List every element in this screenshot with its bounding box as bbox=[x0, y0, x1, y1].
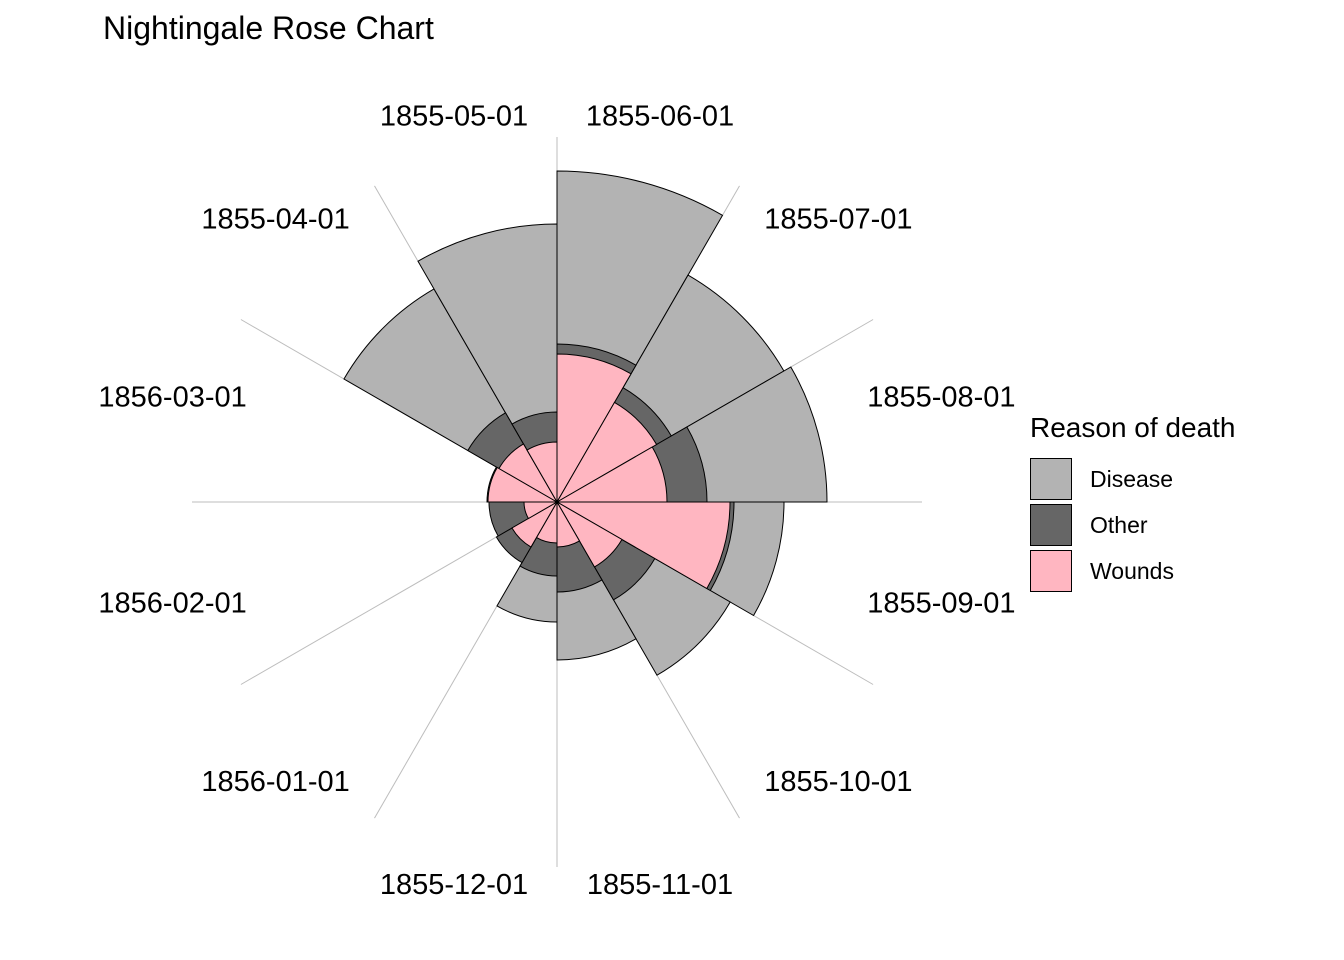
month-label-1856-03-01: 1856-03-01 bbox=[98, 382, 246, 414]
month-label-1855-12-01: 1855-12-01 bbox=[380, 869, 528, 901]
wedge-wounds-1855-06-01 bbox=[556, 353, 632, 504]
month-label-1855-04-01: 1855-04-01 bbox=[201, 203, 349, 235]
month-labels: 1855-06-01 1855-07-01 1855-08-01 1855-09-01… bbox=[98, 100, 1015, 901]
legend-label-disease: Disease bbox=[1090, 465, 1174, 492]
legend-swatch-wounds bbox=[1030, 550, 1072, 592]
month-label-1856-02-01: 1856-02-01 bbox=[98, 588, 246, 620]
legend-label-wounds: Wounds bbox=[1090, 557, 1174, 584]
legend-item-disease: Disease bbox=[1030, 456, 1236, 502]
chart-title: Nightingale Rose Chart bbox=[103, 10, 434, 46]
wedge-wounds-1855-10-01 bbox=[555, 500, 623, 568]
month-label-1855-10-01: 1855-10-01 bbox=[764, 766, 912, 798]
month-label-1855-08-01: 1855-08-01 bbox=[867, 382, 1015, 414]
wedge-wounds-1855-09-01 bbox=[555, 501, 731, 590]
legend-item-wounds: Wounds bbox=[1030, 548, 1236, 594]
wedge-wounds-1855-05-01 bbox=[526, 441, 558, 504]
wedge-wounds-1855-07-01 bbox=[555, 401, 658, 504]
month-label-1856-01-01: 1856-01-01 bbox=[201, 766, 349, 798]
wedge-wounds-1855-04-01 bbox=[498, 443, 559, 504]
month-label-1855-07-01: 1855-07-01 bbox=[764, 203, 912, 235]
month-label-1855-09-01: 1855-09-01 bbox=[867, 588, 1015, 620]
wedge-wounds-1856-01-01 bbox=[511, 500, 559, 548]
rose-wedges bbox=[343, 170, 828, 676]
legend-title: Reason of death bbox=[1030, 412, 1236, 443]
wedge-wounds-1855-11-01 bbox=[556, 500, 581, 548]
legend-item-other: Other bbox=[1030, 502, 1236, 548]
legend-swatch-other bbox=[1030, 504, 1072, 546]
legend-label-other: Other bbox=[1090, 511, 1148, 538]
month-label-1855-11-01: 1855-11-01 bbox=[587, 869, 733, 901]
month-label-1855-06-01: 1855-06-01 bbox=[586, 100, 734, 132]
legend-swatch-disease bbox=[1030, 458, 1072, 500]
wedge-wounds-1856-03-01 bbox=[487, 466, 559, 503]
month-label-1855-05-01: 1855-05-01 bbox=[380, 100, 528, 132]
legend: Reason of death Disease Other Wounds bbox=[1030, 412, 1236, 594]
